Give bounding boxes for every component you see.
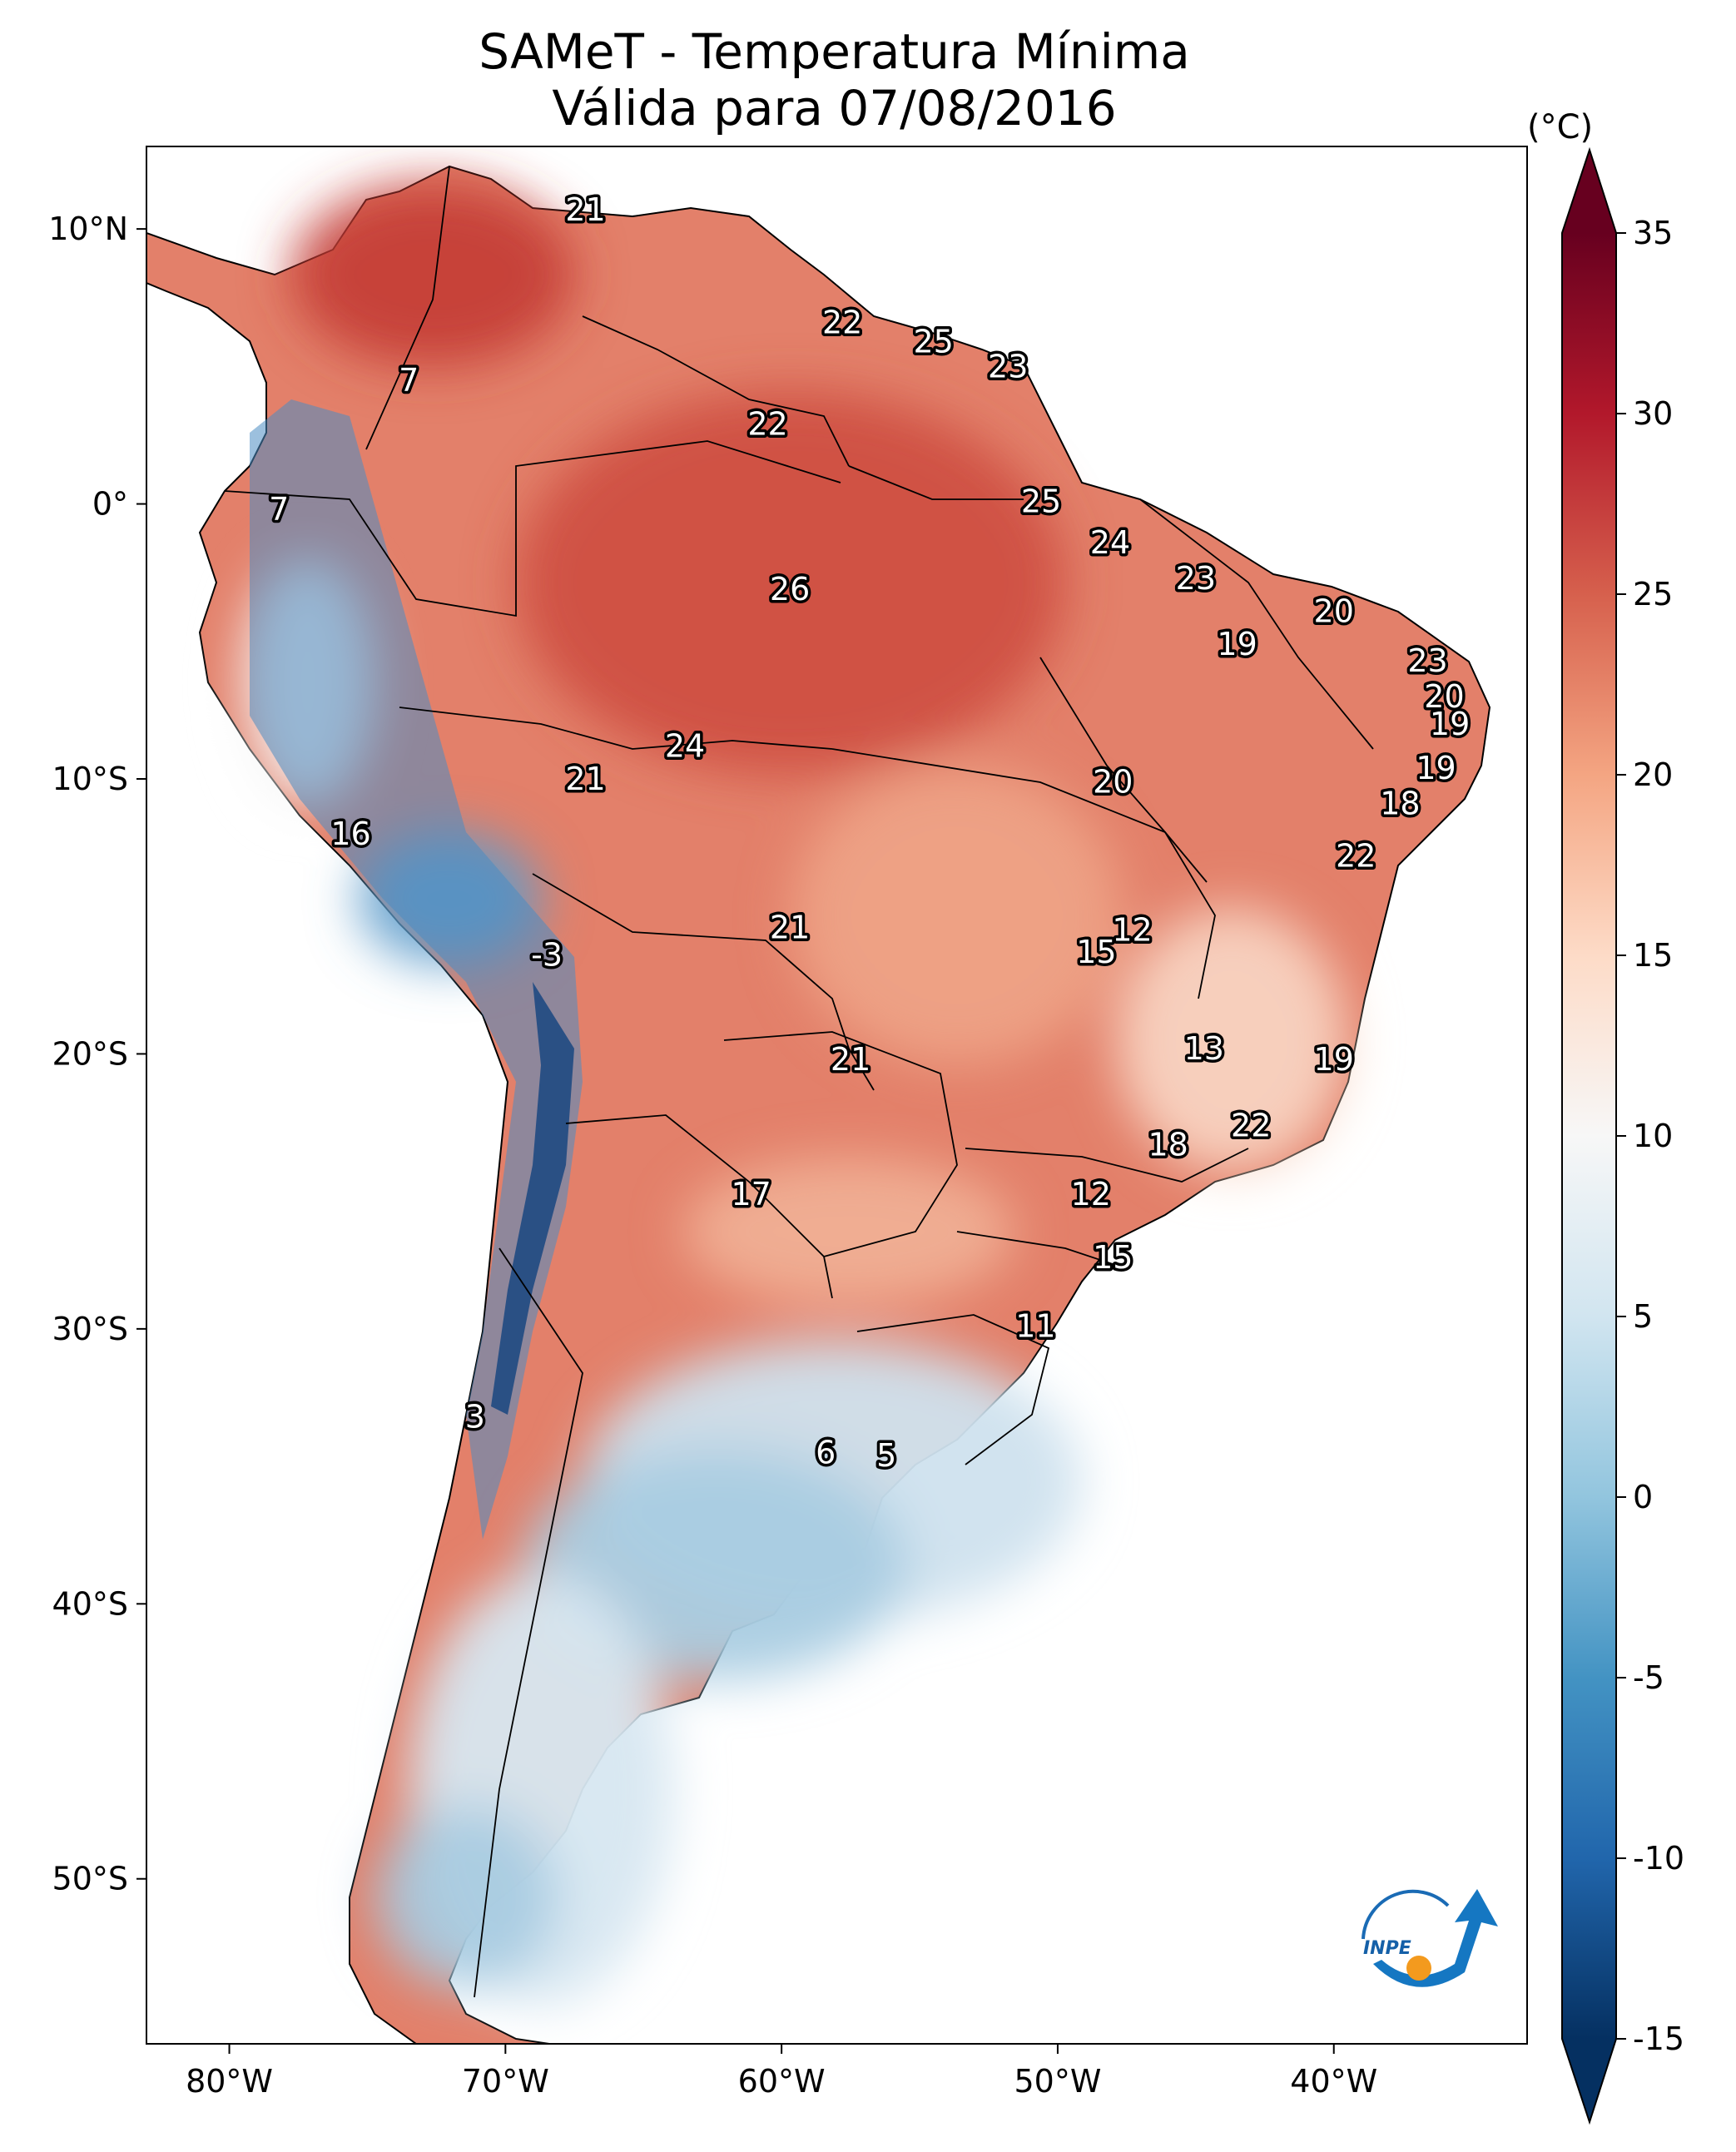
temperature-label: 22	[747, 406, 787, 443]
temperature-label: 5	[876, 1437, 896, 1474]
colorbar-tick-label: 30	[1633, 395, 1673, 432]
temperature-label: 20	[1093, 763, 1133, 800]
temperature-label: 12	[1112, 912, 1152, 949]
temperature-label: 19	[1314, 1041, 1354, 1078]
colorbar-tick-label: 10	[1633, 1118, 1673, 1154]
map-content	[146, 165, 1491, 2044]
colorbar-bottom-extend	[1562, 2039, 1616, 2122]
lon-tick-label: 60°W	[738, 2063, 826, 2100]
temperature-label: 24	[1090, 524, 1130, 561]
country-borders	[224, 166, 1374, 1998]
andes-cold-band	[250, 399, 583, 1540]
temperature-label: 26	[770, 571, 810, 607]
axis-ticks: 80°W 70°W 60°W 50°W 40°W 10°N 0° 10°S 20°S 30°S 40…	[48, 211, 1377, 2100]
colorbar-ticks: 35 30 25 20 15 10 5 0 -5 -10 -15	[1616, 215, 1684, 2057]
logo-sun-dot	[1406, 1956, 1431, 1981]
lat-tick-label: 50°S	[52, 1861, 128, 1897]
temperature-label: 21	[565, 761, 605, 797]
temperature-label: 12	[1071, 1176, 1111, 1212]
temperature-label: 7	[399, 362, 419, 399]
temperature-label: 21	[770, 909, 810, 945]
temperature-label: 6	[816, 1435, 836, 1471]
temperature-label: 19	[1416, 750, 1456, 786]
title-line-1: SAMeT - Temperatura Mínima	[479, 23, 1190, 80]
colorbar-tick-label: 5	[1633, 1298, 1653, 1335]
temperature-label: 15	[1093, 1239, 1133, 1276]
logo-text: INPE	[1363, 1938, 1411, 1959]
temperature-label: 16	[330, 816, 370, 852]
temperature-label: 19	[1430, 706, 1470, 742]
temperature-label: 23	[1176, 560, 1216, 597]
temperature-label: 18	[1380, 786, 1420, 822]
lat-tick-label: 10°S	[52, 761, 128, 797]
temperature-label: 21	[831, 1041, 870, 1078]
colorbar-tick-label: 20	[1633, 756, 1673, 793]
temperature-label: 17	[731, 1176, 771, 1212]
temperature-label: 25	[1021, 483, 1061, 519]
lon-tick-label: 50°W	[1014, 2063, 1101, 2100]
lat-tick-label: 10°N	[48, 211, 128, 247]
lat-tick-label: 30°S	[52, 1311, 128, 1347]
logo-arrow	[1373, 1889, 1498, 1987]
temperature-field	[241, 183, 1348, 2006]
logo-arc	[1362, 1889, 1450, 1940]
temperature-label: 13	[1184, 1030, 1224, 1067]
temperature-label: 25	[913, 324, 953, 360]
colorbar-tick-label: 35	[1633, 215, 1673, 251]
temperature-label: 21	[565, 191, 605, 228]
lat-tick-label: 40°S	[52, 1585, 128, 1622]
colorbar-top-extend	[1562, 150, 1616, 233]
colorbar-tick-label: -5	[1633, 1659, 1664, 1696]
colorbar-tick-label: 15	[1633, 937, 1673, 974]
colorbar-body	[1562, 233, 1616, 2039]
temperature-label: 22	[1231, 1107, 1271, 1143]
lon-tick-label: 80°W	[186, 2063, 273, 2100]
temperature-label: -3	[531, 936, 563, 973]
temperature-label: 15	[1076, 934, 1116, 970]
temperature-label: 23	[988, 348, 1028, 384]
temperature-label: 24	[665, 727, 705, 764]
title-line-2: Válida para 07/08/2016	[552, 80, 1117, 136]
colorbar-tick-label: 25	[1633, 576, 1673, 612]
temperature-label: 23	[1407, 642, 1447, 679]
colorbar-tick-label: -15	[1633, 2021, 1684, 2057]
inpe-logo: INPE	[1362, 1889, 1498, 1987]
lat-tick-label: 20°S	[52, 1035, 128, 1072]
lat-tick-label: 0°	[92, 486, 128, 523]
colorbar: 35 30 25 20 15 10 5 0 -5 -10 -15	[1561, 146, 1684, 2125]
temperature-label: 18	[1148, 1126, 1188, 1163]
lon-tick-label: 70°W	[462, 2063, 549, 2100]
colorbar-tick-label: -10	[1633, 1840, 1684, 1877]
temperature-label: 20	[1314, 593, 1354, 629]
map-frame	[146, 146, 1528, 2045]
temperature-label: 22	[822, 304, 862, 340]
colorbar-tick-label: 0	[1633, 1479, 1653, 1515]
temperature-label: 3	[465, 1399, 485, 1435]
colorbar-unit: (°C)	[1527, 108, 1594, 146]
temperature-label: 11	[1015, 1308, 1055, 1345]
lon-tick-label: 40°W	[1290, 2063, 1377, 2100]
temperature-label: 7	[269, 491, 289, 528]
map-title: SAMeT - Temperatura Mínima Válida para 0…	[141, 23, 1527, 136]
temperature-label: 22	[1336, 838, 1376, 875]
temperature-label: 19	[1217, 626, 1257, 662]
andes-core	[491, 982, 574, 1415]
temperature-label: 20	[1424, 678, 1464, 715]
